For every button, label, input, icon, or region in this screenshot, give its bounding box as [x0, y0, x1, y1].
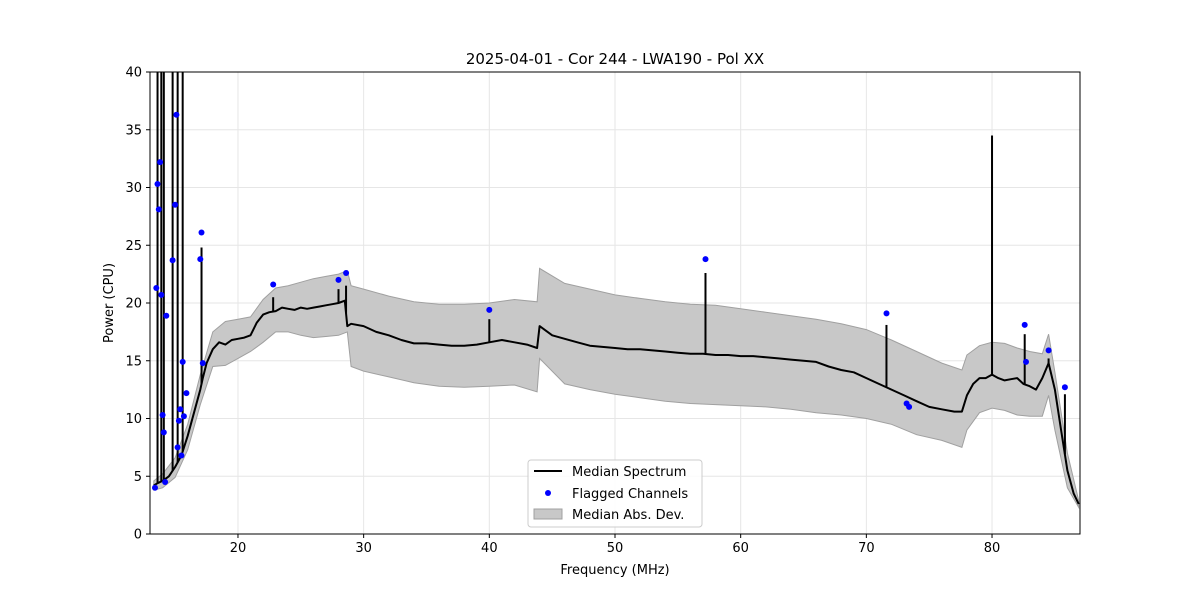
x-tick-label: 40	[481, 541, 498, 556]
legend-mad-label: Median Abs. Dev.	[572, 508, 684, 523]
flagged-channel-point	[162, 479, 169, 485]
flagged-channel-point	[172, 201, 179, 208]
legend-box	[527, 459, 703, 528]
flagged-channel-point	[702, 256, 709, 263]
flagged-channel-point	[183, 390, 190, 397]
y-tick-label: 40	[125, 66, 142, 81]
y-tick-label: 15	[125, 354, 142, 369]
flagged-channel-point	[178, 452, 185, 459]
median-line	[153, 299, 1080, 505]
flagged-points	[152, 111, 1068, 491]
flagged-channel-point	[198, 229, 205, 236]
flagged-channel-point	[154, 181, 161, 187]
legend: Median Spectrum Flagged Channels Median …	[527, 459, 703, 528]
y-tick-label: 30	[125, 181, 142, 196]
y-tick-label: 25	[125, 239, 142, 254]
chart-title: 2025-04-01 - Cor 244 - LWA190 - Pol XX	[466, 50, 764, 68]
flagged-channel-point	[883, 310, 890, 317]
x-tick-label: 60	[732, 541, 749, 556]
flagged-channel-point	[906, 403, 913, 410]
flagged-channel-point	[1023, 358, 1029, 365]
y-tick-label: 10	[125, 412, 142, 427]
flagged-channel-point	[153, 285, 160, 291]
flag-spikes	[156, 72, 1066, 484]
y-tick-label: 0	[134, 528, 142, 543]
legend-flagged-label: Flagged Channels	[572, 487, 688, 502]
flagged-channel-point	[163, 312, 170, 319]
flagged-channel-point	[177, 406, 184, 413]
legend-flagged-swatch	[545, 490, 551, 496]
flagged-channel-point	[169, 257, 176, 264]
flagged-channel-point	[173, 111, 180, 118]
flagged-channel-point	[270, 281, 277, 288]
flagged-channel-point	[1021, 321, 1028, 328]
flagged-channel-point	[155, 206, 162, 213]
flagged-channel-point	[197, 256, 204, 263]
flagged-channel-point	[179, 358, 186, 365]
flagged-channel-point	[159, 412, 166, 418]
y-tick-label: 5	[134, 470, 142, 485]
legend-mad-swatch	[533, 508, 563, 520]
flagged-channel-point	[160, 429, 167, 436]
flagged-channel-point	[486, 306, 493, 313]
x-tick-label: 50	[607, 541, 624, 556]
mad-band-area	[153, 267, 1080, 510]
x-tick-label: 30	[355, 541, 372, 556]
mad-band	[153, 267, 1080, 510]
y-axis-label: Power (CPU)	[102, 263, 117, 343]
x-tick-label: 80	[984, 541, 1001, 556]
y-tick-label: 20	[125, 297, 142, 312]
flagged-channel-point	[335, 276, 342, 283]
flagged-channel-point	[343, 270, 350, 276]
flagged-channel-point	[158, 291, 165, 298]
flagged-channel-point	[175, 417, 182, 424]
flagged-channel-point	[157, 159, 164, 166]
y-axis-ticks: 0 5 10 15 20 25 30 35 40	[125, 66, 150, 543]
flagged-channel-point	[1045, 347, 1052, 354]
flagged-channel-point	[174, 444, 181, 451]
legend-median-label: Median Spectrum	[572, 465, 686, 480]
y-tick-label: 35	[125, 123, 142, 138]
x-tick-label: 20	[230, 541, 247, 556]
x-axis-ticks: 20 30 40 50 60 70 80	[230, 534, 1001, 556]
flagged-channel-point	[199, 360, 206, 367]
x-axis-label: Frequency (MHz)	[560, 563, 669, 578]
median-spectrum-line	[153, 299, 1080, 505]
flagged-channel-point	[1061, 384, 1068, 391]
x-tick-label: 70	[858, 541, 875, 556]
flagged-channel-point	[152, 484, 158, 491]
flagged-channel-point	[180, 413, 187, 420]
